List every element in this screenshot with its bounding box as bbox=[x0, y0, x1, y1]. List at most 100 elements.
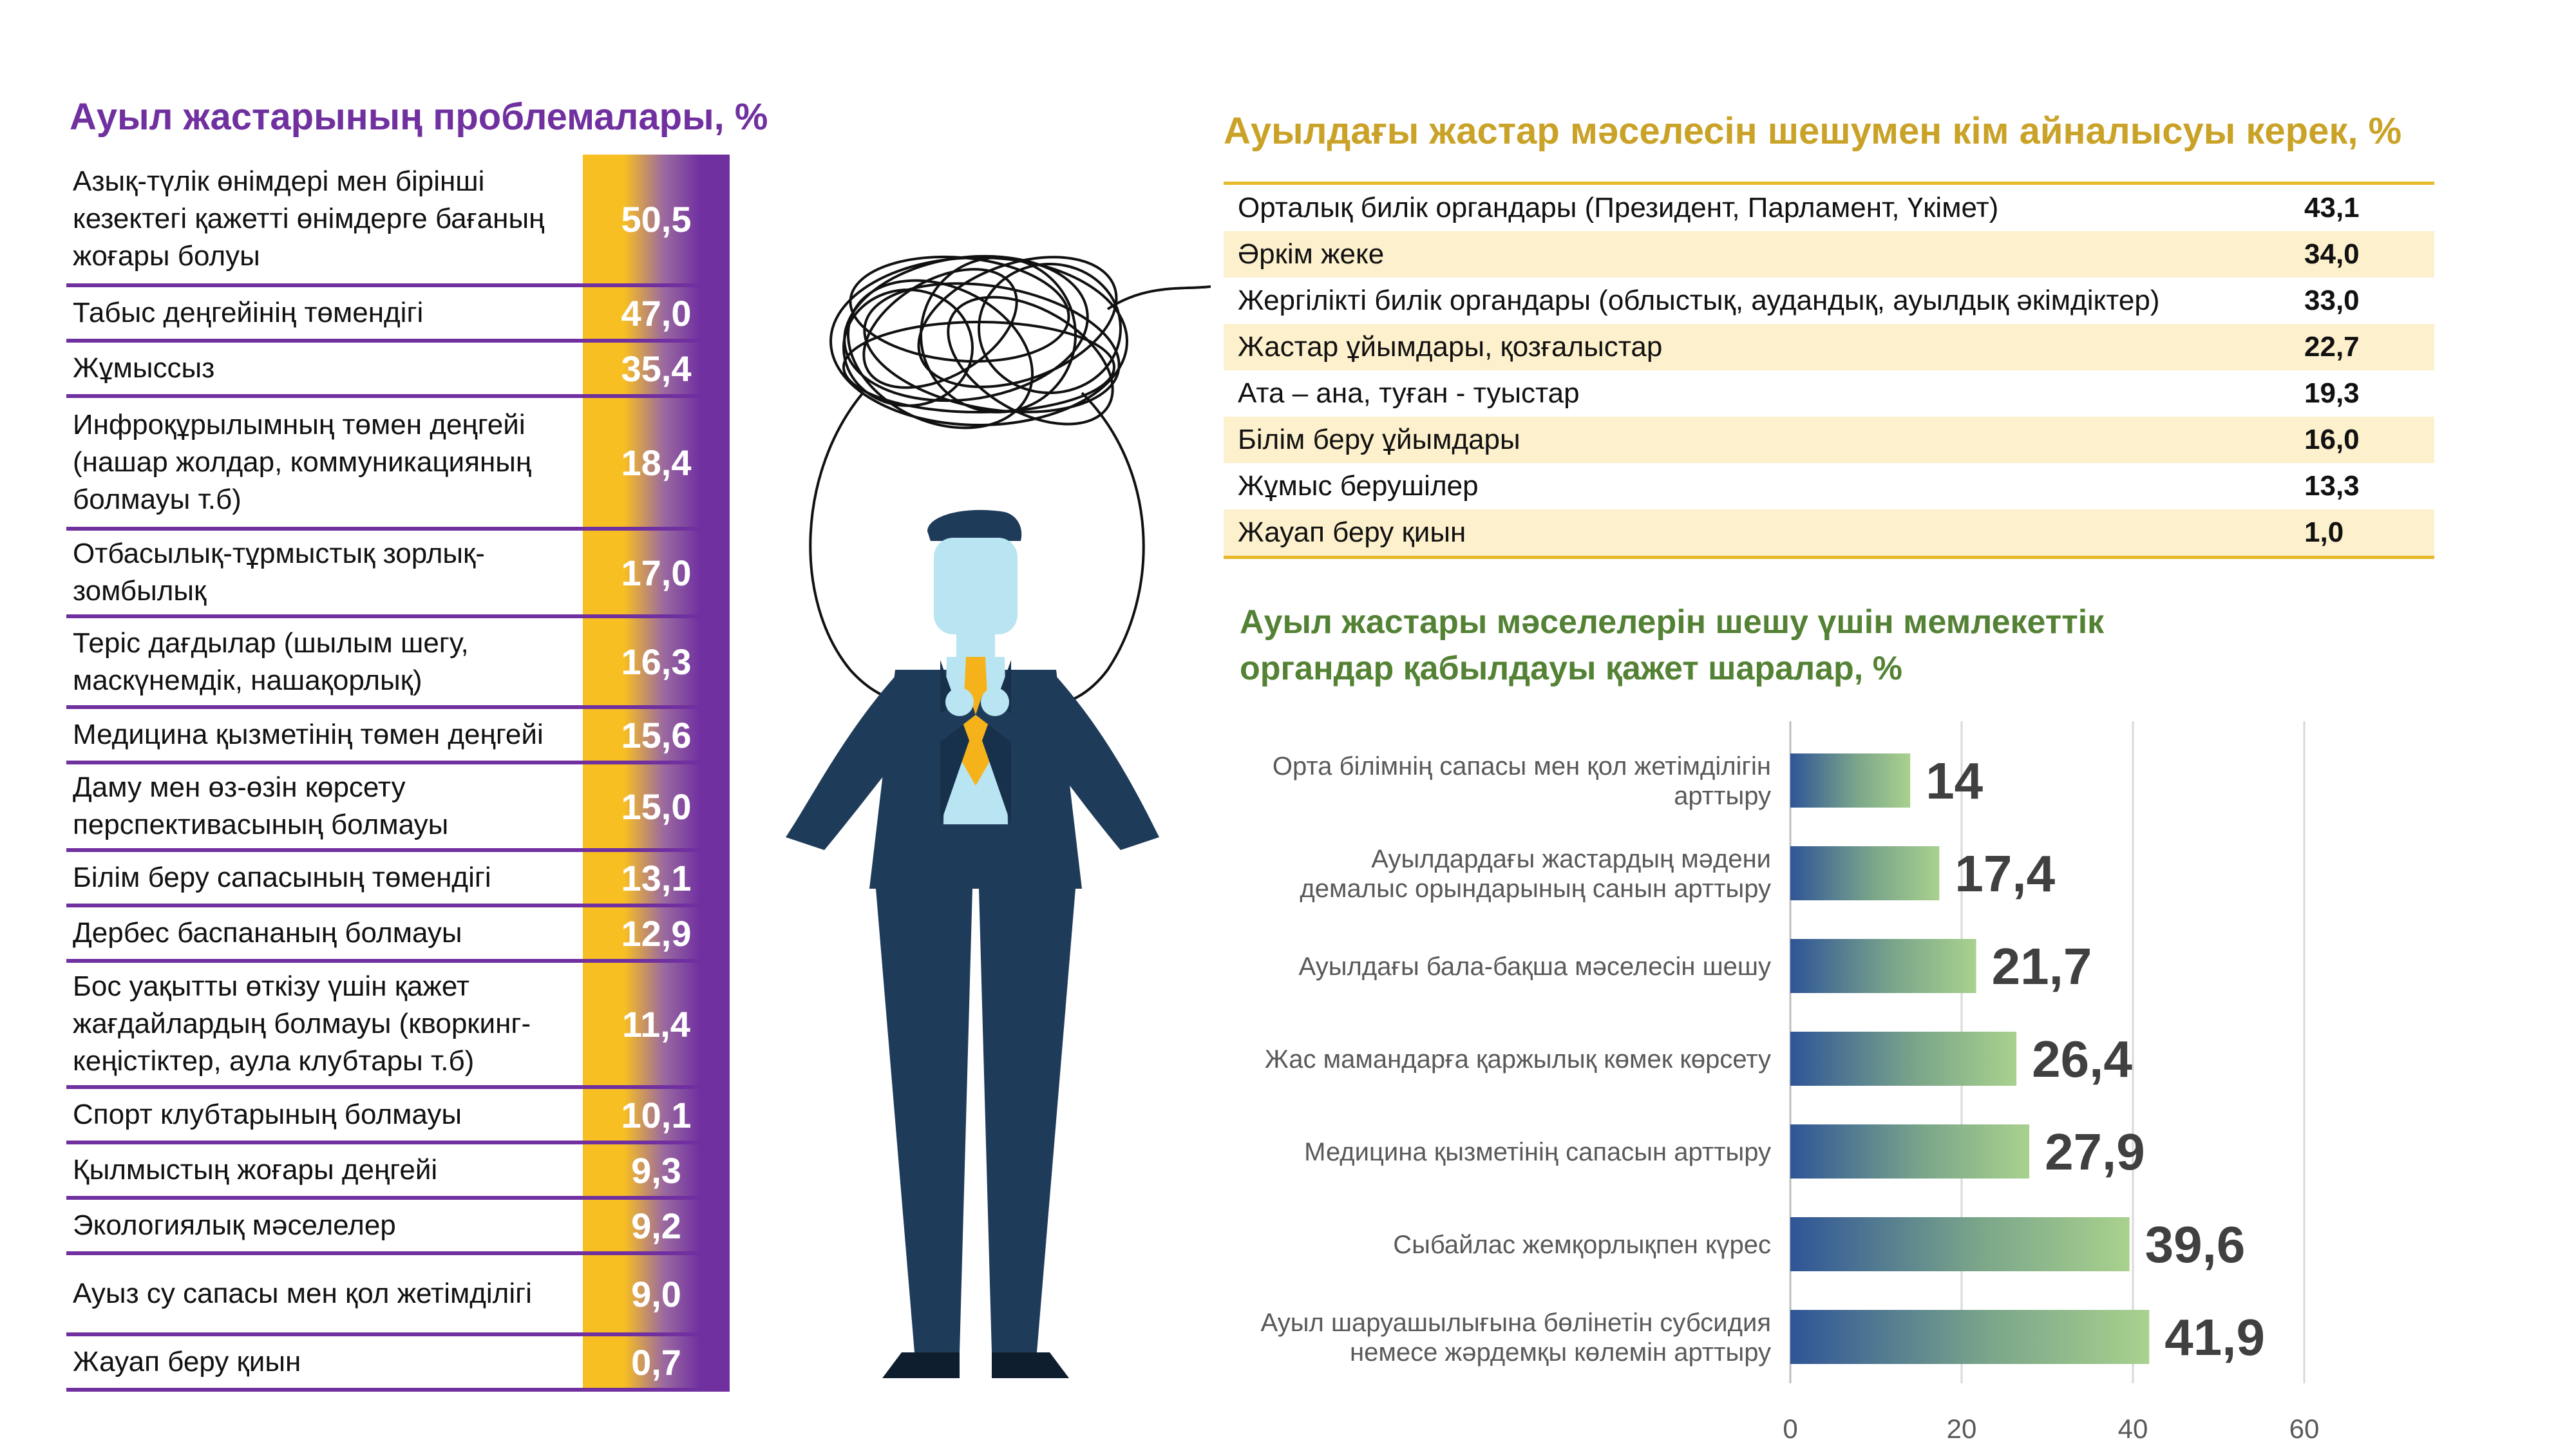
category-label: Орта білімнің сапасы мен қол жетімділігі… bbox=[1273, 752, 1771, 781]
problem-value: 15,0 bbox=[583, 764, 730, 848]
x-tick-label: 40 bbox=[2118, 1414, 2148, 1444]
chart-title-line-2: органдар қабылдауы қажет шаралар, % bbox=[1240, 650, 1902, 687]
problem-label: Медицина қызметінің төмен деңгейі bbox=[73, 719, 544, 750]
responsibility-row: Жастар ұйымдары, қозғалыстар 22,7 bbox=[1224, 324, 2434, 370]
problem-label: Табыс деңгейінің төмендігі bbox=[73, 297, 424, 328]
problem-label: Жұмыссыз bbox=[73, 352, 215, 384]
category-label: Ауылдағы бала-бақша мәселесін шешу bbox=[1299, 952, 1771, 981]
problem-label: Қылмыстың жоғары деңгейі bbox=[73, 1154, 438, 1186]
bar bbox=[1790, 939, 1976, 993]
bar bbox=[1790, 753, 1911, 808]
responsibility-value: 13,3 bbox=[2304, 470, 2360, 502]
problem-row: Дербес баспананың болмауы 12,9 bbox=[66, 907, 730, 963]
bar-value-label: 26,4 bbox=[2032, 1030, 2132, 1088]
problem-value: 35,4 bbox=[583, 343, 730, 394]
responsibility-row: Жұмыс берушілер 13,3 bbox=[1224, 463, 2434, 509]
responsibility-label: Жұмыс берушілер bbox=[1238, 470, 1479, 502]
problem-row: Экологиялық мәселелер 9,2 bbox=[66, 1200, 730, 1255]
category-label: Сыбайлас жемқорлықпен күрес bbox=[1393, 1231, 1771, 1259]
problem-row: Бос уақытты өткізу үшін қажет жағдайлард… bbox=[66, 963, 730, 1089]
problem-label: Ауыз су сапасы мен қол жетімділігі bbox=[73, 1278, 532, 1309]
bar-value-label: 14 bbox=[1926, 752, 1983, 810]
problem-row: Табыс деңгейінің төмендігі 47,0 bbox=[66, 287, 730, 343]
problem-label: Азық-түлік өнімдері мен бірінші кезектег… bbox=[73, 166, 545, 272]
bar bbox=[1790, 1310, 2150, 1364]
measures-bar-chart: 0 20 40 60 14 Орта білімнің сапасы мен қол же… bbox=[1261, 721, 2320, 1444]
category-label: Ауыл шаруашылығына бөлінетін субсидия bbox=[1261, 1309, 1771, 1337]
responsibility-row: Ата – ана, туған - туыстар 19,3 bbox=[1224, 370, 2434, 417]
problem-label: Жауап беру қиын bbox=[73, 1346, 301, 1378]
problem-label: Экологиялық мәселелер bbox=[73, 1209, 396, 1241]
problem-row: Даму мен өз-өзін көрсету перспективасыны… bbox=[66, 764, 730, 852]
problems-table: Азық-түлік өнімдері мен бірінші кезектег… bbox=[66, 155, 730, 1392]
responsibility-row: Жауап беру қиын 1,0 bbox=[1224, 509, 2434, 556]
x-tick-label: 20 bbox=[1947, 1414, 1977, 1444]
person-figure bbox=[786, 509, 1159, 1378]
problem-row: Жұмыссыз 35,4 bbox=[66, 343, 730, 398]
responsibility-row: Білім беру ұйымдары 16,0 bbox=[1224, 417, 2434, 463]
category-label: демалыс орындарының санын арттыру bbox=[1300, 875, 1771, 903]
chart-title: Ауыл жастары мәселелерін шешу үшін мемле… bbox=[1240, 599, 2104, 692]
left-panel-title: Ауыл жастарының проблемалары, % bbox=[70, 96, 768, 138]
problem-value: 0,7 bbox=[583, 1336, 730, 1388]
problem-value: 9,3 bbox=[583, 1144, 730, 1196]
problem-value: 12,9 bbox=[583, 907, 730, 959]
problem-value: 18,4 bbox=[583, 398, 730, 527]
problem-label: Білім беру сапасының төмендігі bbox=[73, 862, 491, 893]
responsibility-value: 1,0 bbox=[2304, 516, 2344, 548]
responsibility-label: Жауап беру қиын bbox=[1238, 516, 1466, 548]
responsibility-value: 19,3 bbox=[2304, 377, 2360, 409]
problem-row: Білім беру сапасының төмендігі 13,1 bbox=[66, 852, 730, 907]
responsibility-value: 16,0 bbox=[2304, 424, 2360, 455]
bar-value-label: 21,7 bbox=[1992, 938, 2092, 995]
category-label: немесе жәрдемқы көлемін арттыру bbox=[1350, 1338, 1771, 1367]
chart-title-line-1: Ауыл жастары мәселелерін шешу үшін мемле… bbox=[1240, 603, 2105, 641]
problem-label: Отбасылық-тұрмыстық зорлық-зомбылық bbox=[73, 538, 485, 607]
responsibility-value: 33,0 bbox=[2304, 285, 2360, 316]
problem-row: Спорт клубтарының болмауы 10,1 bbox=[66, 1089, 730, 1144]
responsibility-title: Ауылдағы жастар мәселесін шешумен кім ай… bbox=[1224, 110, 2402, 152]
problem-value: 50,5 bbox=[583, 155, 730, 283]
problem-row: Азық-түлік өнімдері мен бірінші кезектег… bbox=[66, 155, 730, 287]
responsibility-row: Жергілікті билік органдары (облыстық, ау… bbox=[1224, 278, 2434, 324]
bar bbox=[1790, 846, 1940, 900]
responsibility-value: 43,1 bbox=[2304, 192, 2360, 223]
category-label: Жас мамандарға қаржылық көмек көрсету bbox=[1265, 1045, 1771, 1074]
problem-value: 15,6 bbox=[583, 709, 730, 761]
bar-value-label: 41,9 bbox=[2164, 1309, 2265, 1366]
responsibility-value: 34,0 bbox=[2304, 238, 2360, 270]
problem-label: Инфроқұрылымның төмен деңгейі (нашар жол… bbox=[73, 409, 532, 515]
problem-value: 47,0 bbox=[583, 287, 730, 339]
bar-value-label: 39,6 bbox=[2145, 1216, 2246, 1273]
responsibility-label: Білім беру ұйымдары bbox=[1238, 424, 1520, 455]
category-label: Медицина қызметінің сапасын арттыру bbox=[1304, 1138, 1771, 1166]
responsibility-value: 22,7 bbox=[2304, 331, 2360, 363]
responsibility-table: Орталық билік органдары (Президент, Парл… bbox=[1224, 182, 2434, 559]
tangled-thoughts-icon bbox=[809, 254, 1211, 708]
bar bbox=[1790, 1032, 2017, 1086]
responsibility-label: Ата – ана, туған - туыстар bbox=[1238, 377, 1580, 409]
problem-row: Инфроқұрылымның төмен деңгейі (нашар жол… bbox=[66, 398, 730, 531]
problem-row: Ауыз су сапасы мен қол жетімділігі 9,0 bbox=[66, 1255, 730, 1336]
responsibility-label: Орталық билік органдары (Президент, Парл… bbox=[1238, 192, 1999, 223]
bar-value-label: 17,4 bbox=[1955, 845, 2055, 902]
problem-value: 9,0 bbox=[583, 1255, 730, 1332]
problem-value: 17,0 bbox=[583, 531, 730, 614]
problem-value: 10,1 bbox=[583, 1089, 730, 1141]
bar bbox=[1790, 1124, 2030, 1179]
x-tick-label: 60 bbox=[2289, 1414, 2320, 1444]
problem-label: Даму мен өз-өзін көрсету перспективасыны… bbox=[73, 772, 449, 840]
category-label: арттыру bbox=[1674, 782, 1771, 810]
problem-value: 16,3 bbox=[583, 618, 730, 705]
problem-label: Бос уақытты өткізу үшін қажет жағдайлард… bbox=[73, 971, 531, 1077]
x-tick-label: 0 bbox=[1783, 1414, 1797, 1444]
problem-row: Жауап беру қиын 0,7 bbox=[66, 1336, 730, 1392]
problem-label: Дербес баспананың болмауы bbox=[73, 917, 462, 949]
problem-value: 11,4 bbox=[583, 963, 730, 1085]
responsibility-row: Орталық билік органдары (Президент, Парл… bbox=[1224, 185, 2434, 231]
problem-label: Спорт клубтарының болмауы bbox=[73, 1099, 462, 1130]
bar bbox=[1790, 1217, 2130, 1271]
responsibility-row: Әркім жеке 34,0 bbox=[1224, 231, 2434, 278]
problem-row: Қылмыстың жоғары деңгейі 9,3 bbox=[66, 1144, 730, 1200]
problem-label: Теріс дағдылар (шылым шегу, маскүнемдік,… bbox=[73, 627, 469, 696]
